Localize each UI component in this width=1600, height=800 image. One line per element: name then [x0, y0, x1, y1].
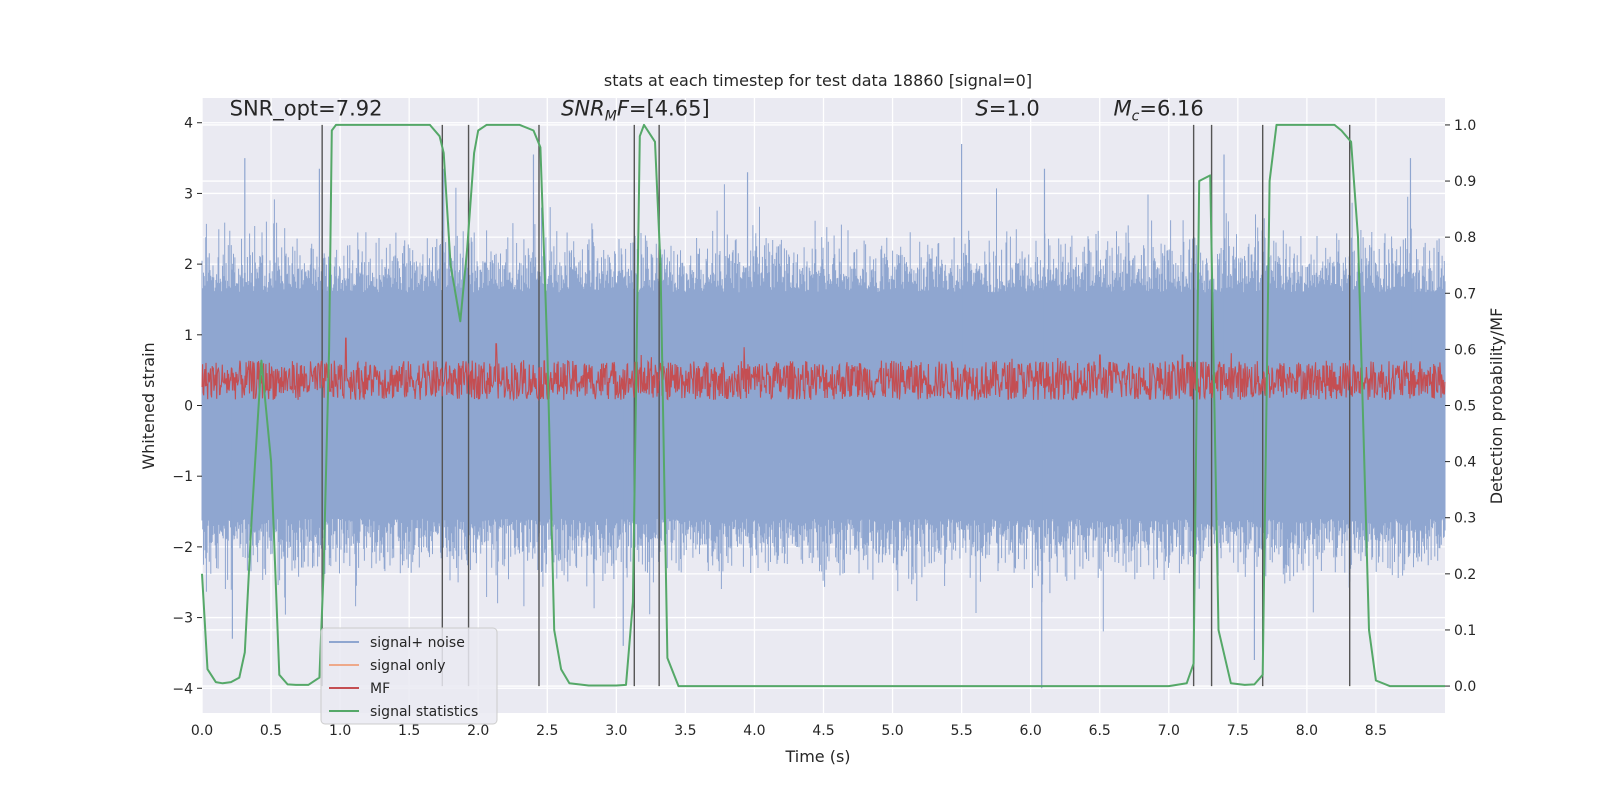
signal-noise-series [201, 143, 1446, 689]
x-axis-label: Time (s) [784, 747, 850, 766]
mf-series [201, 337, 1446, 402]
y-axis-label: Whitened strain [139, 342, 158, 469]
legend-label: MF [370, 681, 390, 697]
y-tick-label: 3 [184, 186, 193, 202]
x-tick-label: 7.0 [1158, 723, 1180, 739]
x-tick-label: 3.5 [674, 723, 696, 739]
y-right-tick-label: 0.1 [1454, 623, 1476, 639]
chart-title: stats at each timestep for test data 188… [604, 71, 1032, 90]
x-tick-label: 6.0 [1020, 723, 1042, 739]
y-tick-label: −2 [172, 540, 193, 556]
x-tick-label: 3.0 [605, 723, 627, 739]
x-tick-label: 0.0 [191, 723, 213, 739]
y-tick-label: 2 [184, 257, 193, 273]
y-tick-label: −3 [172, 611, 193, 627]
x-tick-label: 1.5 [398, 723, 420, 739]
y-right-tick-label: 0.8 [1454, 230, 1476, 246]
x-tick-label: 6.5 [1089, 723, 1111, 739]
y-right-tick-label: 0.0 [1454, 679, 1476, 695]
mf-trace [201, 337, 1446, 402]
signal-statistics-trace [201, 123, 1445, 688]
legend-box [320, 627, 498, 725]
y-tick-label: 1 [184, 328, 193, 344]
y-axis-label-right: Detection probability/MF [1487, 308, 1506, 505]
y-right-tick-label: 0.3 [1454, 511, 1476, 527]
signal-statistics-series [201, 123, 1445, 688]
x-tick-label: 8.0 [1296, 723, 1318, 739]
x-tick-label: 2.0 [467, 723, 489, 739]
x-tick-label: 7.5 [1227, 723, 1249, 739]
x-tick-label: 4.5 [812, 723, 834, 739]
legend-label: signal statistics [370, 704, 478, 720]
annotation: SNRMF=[4.65] [561, 97, 710, 125]
x-tick-label: 8.5 [1365, 723, 1387, 739]
y-tick-label: −1 [172, 469, 193, 485]
annotation: S=1.0 [975, 97, 1039, 121]
legend-label: signal only [370, 658, 445, 674]
y-tick-label: −4 [172, 681, 193, 697]
legend-label: signal+ noise [370, 635, 465, 651]
y-right-tick-label: 1.0 [1454, 118, 1476, 134]
y-right-tick-label: 0.9 [1454, 174, 1476, 190]
x-tick-label: 2.5 [536, 723, 558, 739]
x-tick-label: 4.0 [743, 723, 765, 739]
y-right-tick-label: 0.2 [1454, 567, 1476, 583]
y-right-tick-label: 0.6 [1454, 342, 1476, 358]
y-right-tick-label: 0.7 [1454, 286, 1476, 302]
y-tick-label: 0 [184, 399, 193, 415]
annotations: SNR_opt=7.92 SNRMF=[4.65] S=1.0 Mc=6.16 [230, 97, 1204, 125]
y-tick-label: 4 [184, 116, 193, 132]
annotation: Mc=6.16 [1114, 97, 1204, 125]
axes-layer: 0.0 0.5 1.0 1.5 2.0 2.5 3.0 3.5 4.0 4.5 5.0 5.5 6.0 6… [172, 116, 1476, 739]
x-tick-label: 5.5 [950, 723, 972, 739]
y-right-tick-label: 0.5 [1454, 399, 1476, 415]
y-right-tick-label: 0.4 [1454, 455, 1476, 471]
x-tick-label: 0.5 [260, 723, 282, 739]
x-tick-label: 5.0 [881, 723, 903, 739]
x-tick-label: 1.0 [329, 723, 351, 739]
legend-entries: signal+ noise signal only MF signal statist… [329, 635, 478, 720]
annotation: SNR_opt=7.92 [230, 97, 383, 122]
legend: signal+ noise signal only MF signal statist… [320, 627, 498, 725]
